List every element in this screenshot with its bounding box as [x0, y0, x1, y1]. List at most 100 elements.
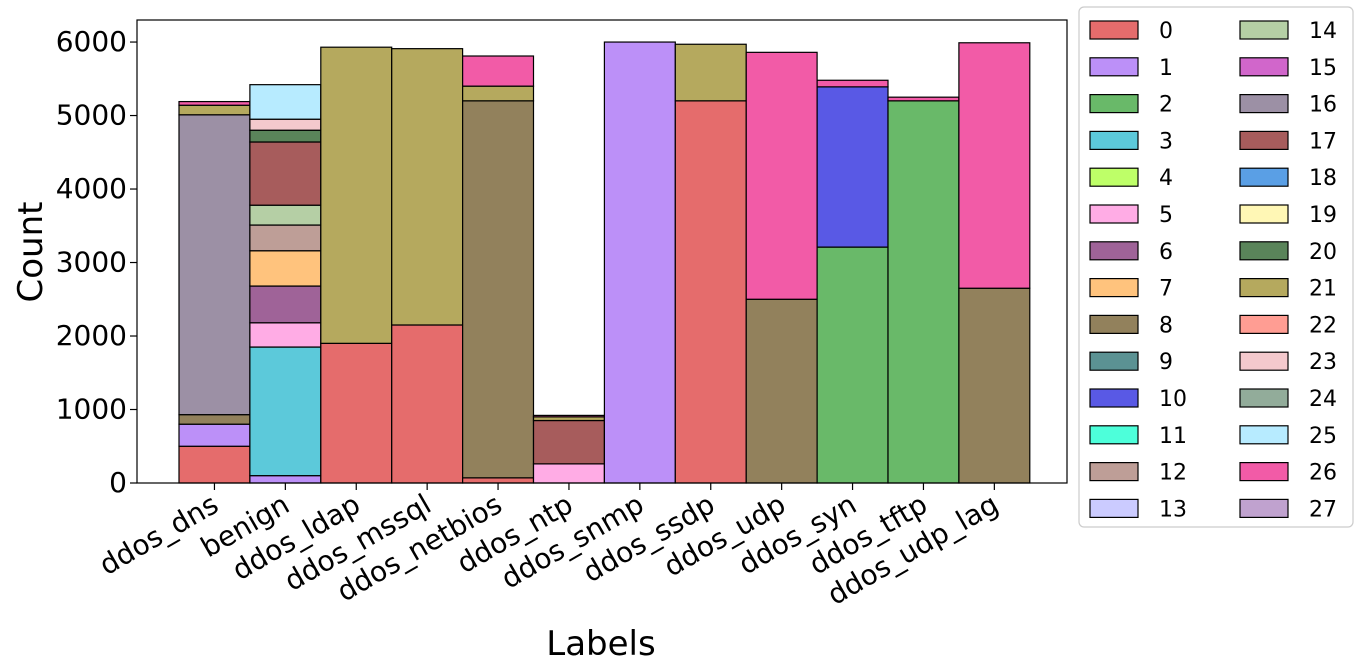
- bar-ddos_dns-series-26: [178, 100, 251, 106]
- legend-label: 13: [1159, 497, 1187, 522]
- y-axis-label: Count: [11, 202, 51, 303]
- legend-label: 17: [1309, 129, 1337, 154]
- legend-label: 11: [1159, 424, 1187, 449]
- bar-benign-series-12: [249, 224, 322, 252]
- x-axis: ddos_dnsbenignddos_ldapddos_mssqlddos_ne…: [94, 483, 1004, 612]
- legend-label: 9: [1159, 350, 1173, 375]
- y-tick-label: 4000: [56, 172, 127, 205]
- bar-ddos_syn-series-26: [816, 79, 889, 88]
- bar-ddos_dns-series-8: [178, 414, 251, 425]
- legend-swatch: [1239, 20, 1289, 40]
- legend-swatch: [1089, 20, 1139, 40]
- legend-label: 22: [1309, 313, 1337, 338]
- legend-label: 23: [1309, 350, 1337, 375]
- legend-swatch: [1239, 498, 1289, 518]
- bar-benign-series-7: [249, 250, 322, 287]
- bar-benign-series-3: [249, 346, 322, 477]
- legend-label: 14: [1309, 19, 1337, 44]
- legend-label: 10: [1159, 387, 1187, 412]
- legend-label: 16: [1309, 93, 1337, 118]
- bar-ddos_syn-series-2: [816, 246, 889, 484]
- legend-swatch: [1089, 425, 1139, 445]
- bar-ddos_netbios-series-8: [462, 100, 535, 479]
- legend-swatch: [1089, 498, 1139, 518]
- legend-swatch: [1089, 57, 1139, 77]
- legend-frame: [1078, 6, 1354, 528]
- legend-swatch: [1089, 167, 1139, 187]
- legend-swatch: [1239, 57, 1289, 77]
- y-tick-label: 2000: [56, 319, 127, 352]
- legend-label: 1: [1159, 56, 1173, 81]
- bar-ddos_tftp-series-26: [887, 96, 960, 102]
- bar-ddos_udp_lag-series-8: [958, 287, 1031, 484]
- legend-swatch: [1239, 425, 1289, 445]
- y-tick-label: 6000: [56, 25, 127, 58]
- legend-swatch: [1089, 462, 1139, 482]
- legend-swatch: [1239, 278, 1289, 298]
- legend-label: 26: [1309, 461, 1337, 486]
- legend-swatch: [1239, 241, 1289, 261]
- bar-layer: [178, 41, 1031, 484]
- legend-label: 2: [1159, 93, 1173, 118]
- bar-ddos_mssql-series-21: [391, 48, 464, 326]
- legend-swatch: [1089, 130, 1139, 150]
- bar-ddos_udp-series-8: [745, 298, 818, 484]
- legend-swatch: [1089, 351, 1139, 371]
- y-tick-label: 3000: [56, 246, 127, 279]
- bar-benign-series-23: [249, 118, 322, 131]
- legend-swatch: [1239, 167, 1289, 187]
- bar-ddos_ssdp-series-0: [674, 100, 747, 484]
- y-axis: 0 1000 2000 3000 4000 5000 6000: [56, 25, 137, 499]
- bar-ddos_syn-series-10: [816, 86, 889, 248]
- bar-ddos_mssql-series-0: [391, 324, 464, 484]
- legend-label: 3: [1159, 129, 1173, 154]
- bar-benign-series-1: [249, 475, 322, 484]
- bar-ddos_tftp-series-2: [887, 100, 960, 484]
- bar-ddos_ntp-series-17: [532, 419, 606, 465]
- legend-label: 25: [1309, 424, 1337, 449]
- legend-swatch: [1239, 93, 1289, 114]
- legend-swatch: [1239, 314, 1289, 334]
- y-tick-label: 0: [109, 466, 127, 499]
- bar-benign-series-5: [249, 322, 322, 348]
- legend-label: 15: [1309, 56, 1337, 81]
- bar-ddos_dns-series-16: [178, 114, 251, 416]
- bar-ddos_ntp-series-26: [532, 414, 606, 418]
- legend-swatch: [1089, 93, 1139, 114]
- legend-swatch: [1089, 278, 1139, 298]
- legend-swatch: [1239, 462, 1289, 482]
- legend-label: 18: [1309, 166, 1337, 191]
- bar-ddos_netbios-series-26: [462, 55, 535, 87]
- y-tick-label: 5000: [56, 99, 127, 132]
- legend-label: 12: [1159, 461, 1187, 486]
- legend-label: 7: [1159, 277, 1173, 302]
- bar-benign-series-14: [249, 204, 322, 226]
- bar-ddos_dns-series-1: [178, 423, 251, 447]
- legend-label: 0: [1159, 19, 1173, 44]
- legend-swatch: [1089, 241, 1139, 261]
- bar-ddos_netbios-series-21: [462, 85, 535, 102]
- legend-label: 8: [1159, 313, 1173, 338]
- legend-swatch: [1239, 130, 1289, 150]
- legend-label: 5: [1159, 203, 1173, 228]
- legend-label: 24: [1309, 387, 1337, 412]
- legend-label: 27: [1309, 497, 1337, 522]
- bar-benign-series-6: [249, 285, 322, 324]
- bar-benign-series-20: [249, 129, 322, 143]
- bar-benign-series-17: [249, 141, 322, 206]
- legend-swatch: [1089, 314, 1139, 334]
- bar-ddos_udp_lag-series-26: [958, 42, 1031, 289]
- bar-ddos_dns-series-0: [178, 445, 251, 484]
- legend-label: 19: [1309, 203, 1337, 228]
- bar-ddos_dns-series-21: [178, 104, 251, 116]
- legend-label: 20: [1309, 240, 1337, 265]
- bar-ddos_netbios-series-0: [462, 477, 535, 484]
- y-tick-label: 1000: [56, 393, 127, 426]
- legend: 0123456789101112131415161718192021222324…: [1078, 6, 1354, 528]
- x-axis-label: Labels: [546, 624, 655, 664]
- bar-ddos_udp-series-26: [745, 51, 818, 300]
- legend-label: 21: [1309, 277, 1337, 302]
- bar-ddos_ldap-series-21: [320, 46, 393, 344]
- bar-ddos_ldap-series-0: [320, 342, 393, 484]
- bar-ddos_ntp-series-5: [532, 463, 606, 484]
